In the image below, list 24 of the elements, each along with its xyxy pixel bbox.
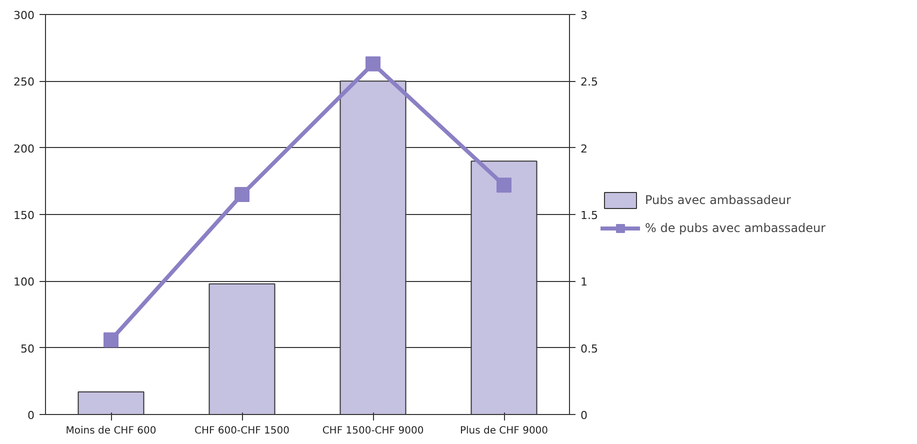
y2-tick-label: 0.5 (580, 342, 598, 356)
y-tick-label: 300 (14, 9, 35, 22)
point (104, 332, 118, 348)
y2-tick-label: 3 (580, 9, 588, 22)
x-tick-label: CHF 1500-CHF 9000 (322, 426, 424, 436)
y-tick-label: 100 (14, 276, 35, 289)
legend-label: Pubs avec ambassadeur (645, 193, 791, 207)
point (234, 187, 250, 202)
x-tick-label: Moins de CHF 600 (66, 426, 156, 436)
y2-tick-label: 0 (580, 409, 588, 422)
y-tick-label: 150 (14, 209, 35, 222)
legend-label: % de pubs avec ambassadeur (645, 221, 826, 235)
y-tick-label: 50 (20, 342, 35, 356)
x-tick-label: CHF 600-CHF 1500 (194, 426, 290, 436)
y-tick-label: 200 (14, 142, 35, 156)
point (496, 178, 512, 193)
point (366, 56, 380, 72)
y-tick-label: 250 (14, 76, 35, 89)
y2-tick-label: 2.5 (580, 76, 598, 89)
y2-tick-label: 1.5 (580, 209, 598, 222)
y-tick-label: 0 (28, 409, 34, 422)
y2-tick-label: 1 (580, 276, 588, 289)
x-tick-label: Plus de CHF 9000 (460, 426, 548, 436)
y2-tick-label: 2 (580, 142, 588, 156)
